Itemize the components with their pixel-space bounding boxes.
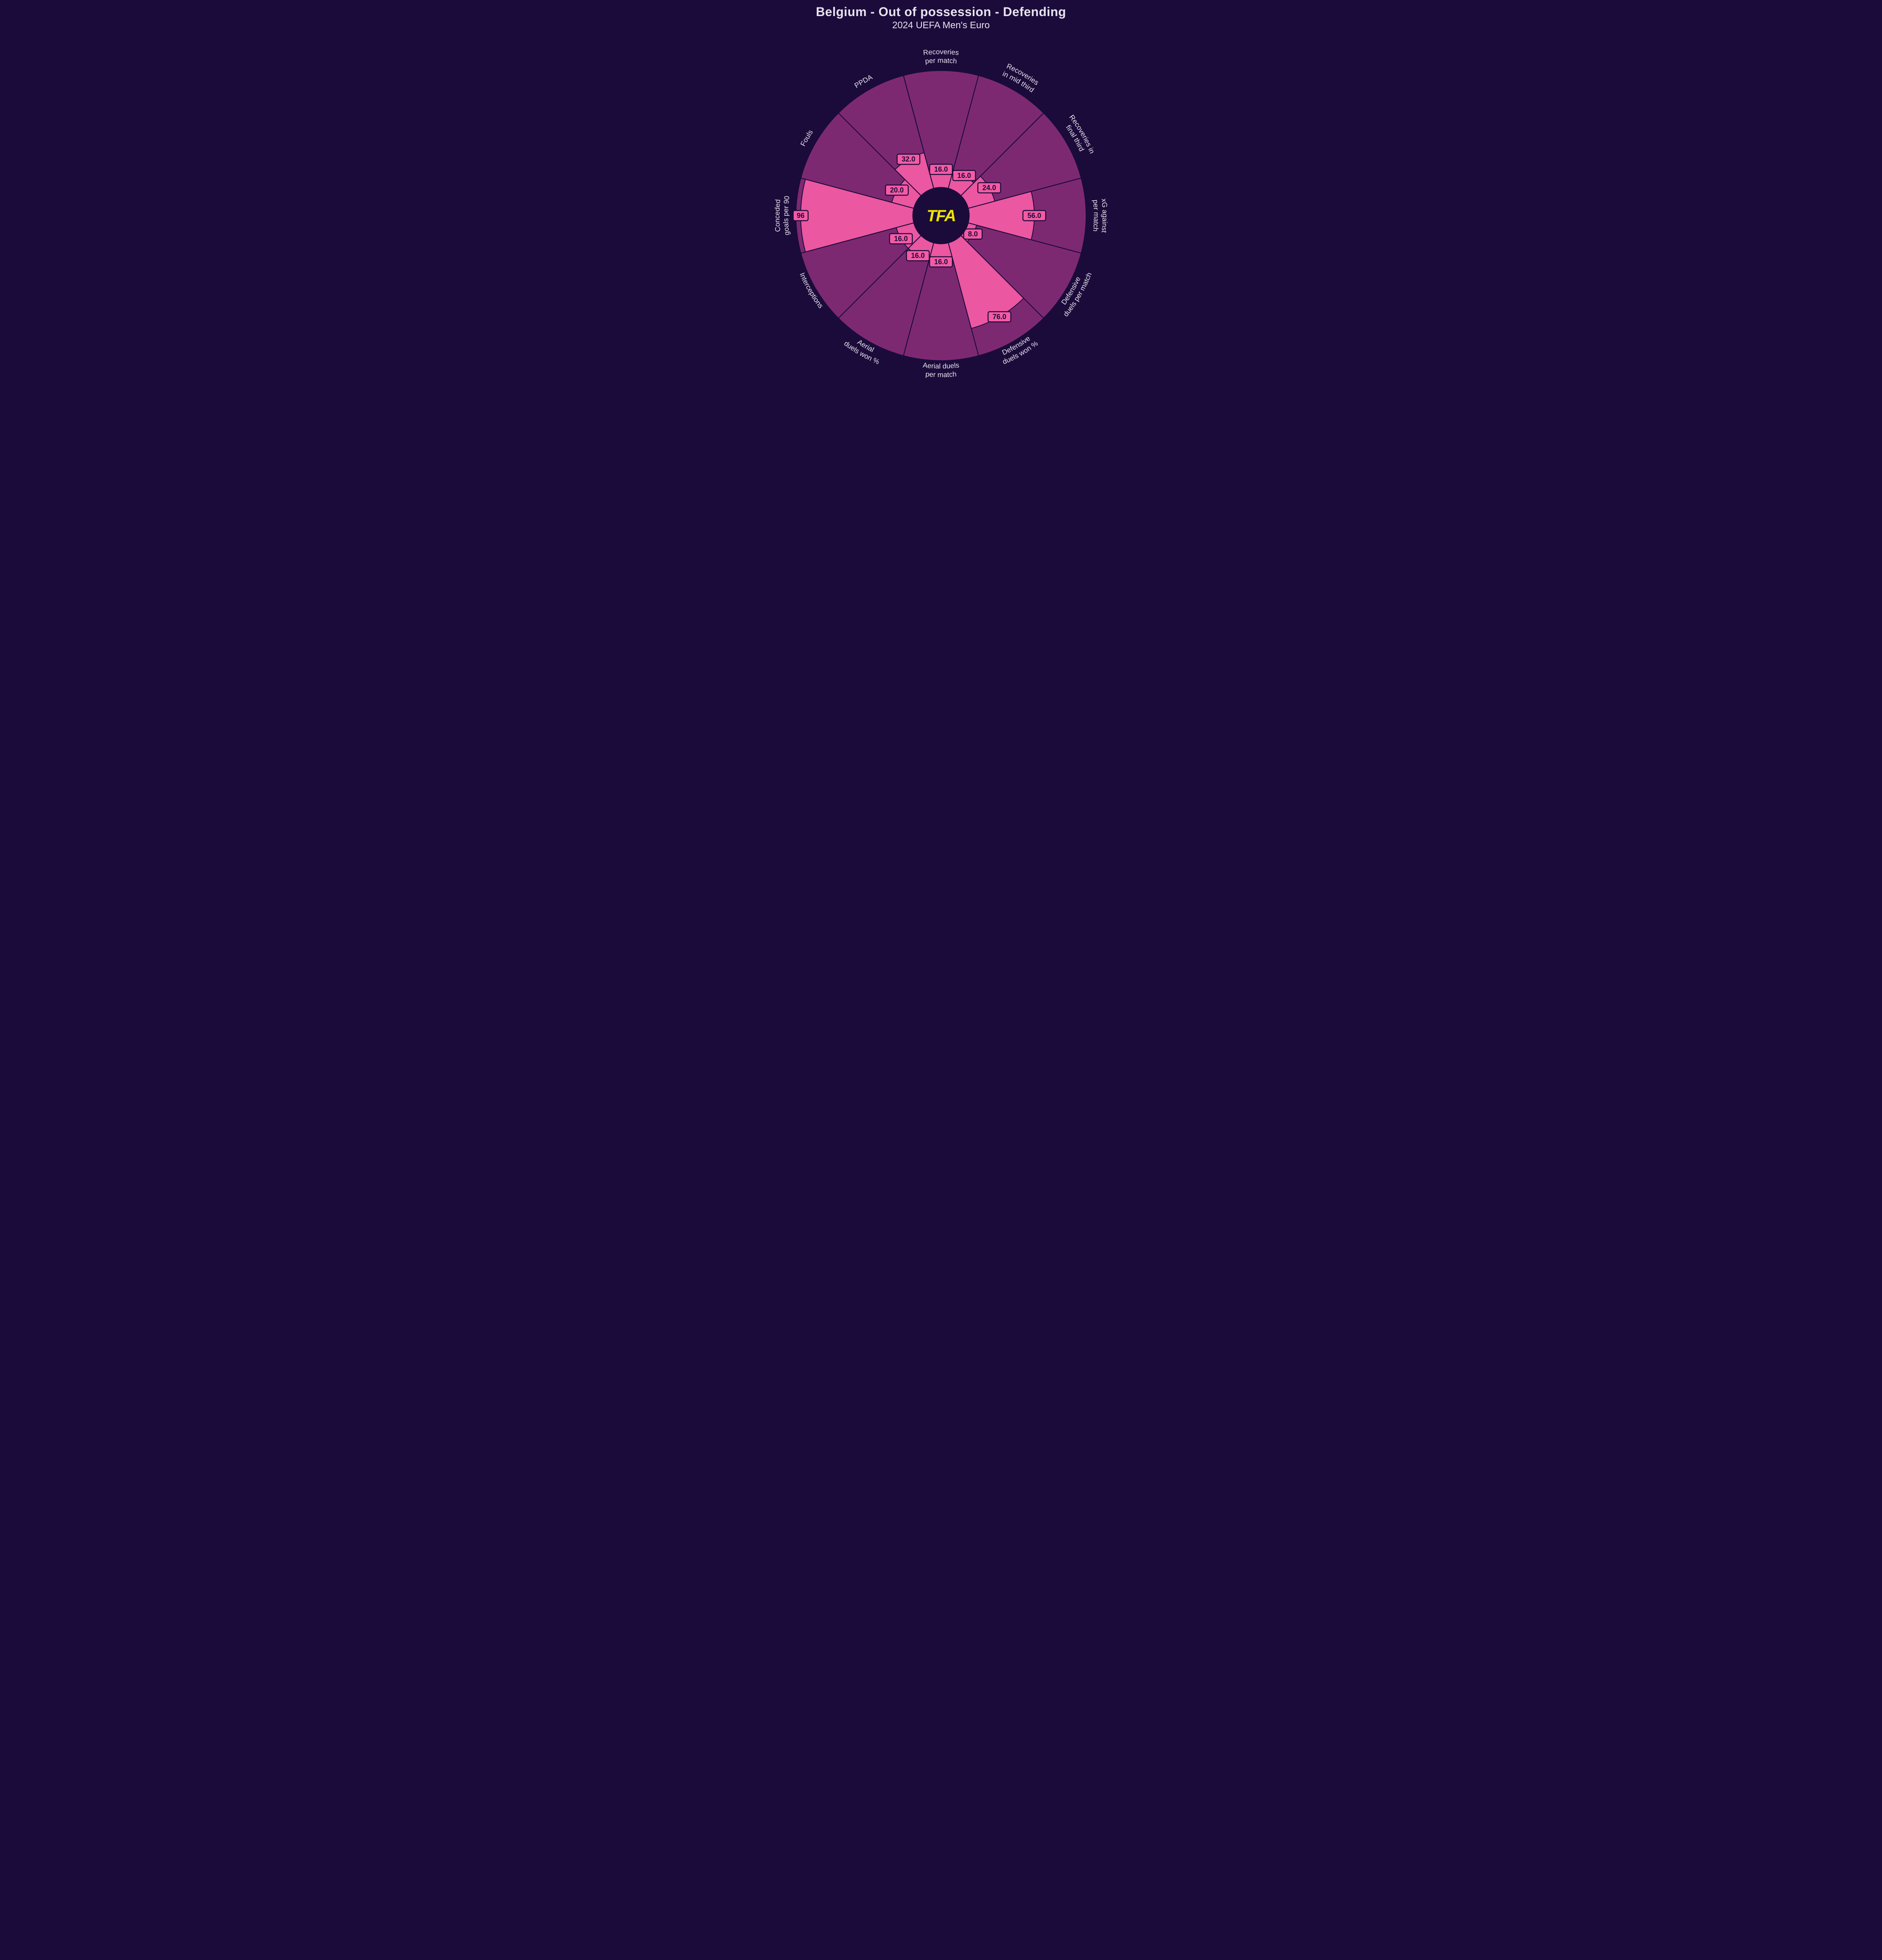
category-label: goals per 90 — [782, 196, 791, 236]
value-text: 16.0 — [934, 258, 948, 266]
center-logo-text: TFA — [926, 207, 955, 225]
category-label: Aerial duels — [923, 361, 960, 370]
chart-subtitle: 2024 UEFA Men's Euro — [753, 20, 1129, 31]
category-label: Conceded — [773, 199, 782, 232]
value-text: 32.0 — [901, 155, 915, 163]
value-text: 16.0 — [934, 165, 948, 173]
value-text: 16.0 — [894, 235, 908, 243]
value-text: 56.0 — [1027, 212, 1041, 220]
category-label: per match — [925, 56, 957, 65]
value-text: 24.0 — [982, 184, 996, 192]
chart-container: Belgium - Out of possession - Defending … — [753, 0, 1129, 400]
value-text: 16.0 — [957, 172, 971, 180]
value-text: 96 — [797, 212, 805, 220]
value-text: 20.0 — [890, 186, 904, 194]
center: TFA — [913, 187, 969, 244]
value-text: 76.0 — [992, 313, 1006, 321]
category-label: per match — [925, 370, 957, 379]
category-label: Fouls — [799, 129, 815, 148]
chart-title: Belgium - Out of possession - Defending — [753, 5, 1129, 19]
category-label: PPDA — [853, 73, 874, 89]
value-text: 8.0 — [968, 230, 978, 238]
polar-chart-svg: 16.0 16.0 24.0 56.0 8.0 76.0 16.0 16.0 16.0 96 20.… — [753, 39, 1129, 400]
category-label: Recoveries — [923, 48, 959, 56]
title-block: Belgium - Out of possession - Defending … — [753, 5, 1129, 31]
category-label: per match — [1092, 200, 1100, 232]
category-label: xG against — [1100, 198, 1109, 233]
value-text: 16.0 — [911, 252, 925, 260]
